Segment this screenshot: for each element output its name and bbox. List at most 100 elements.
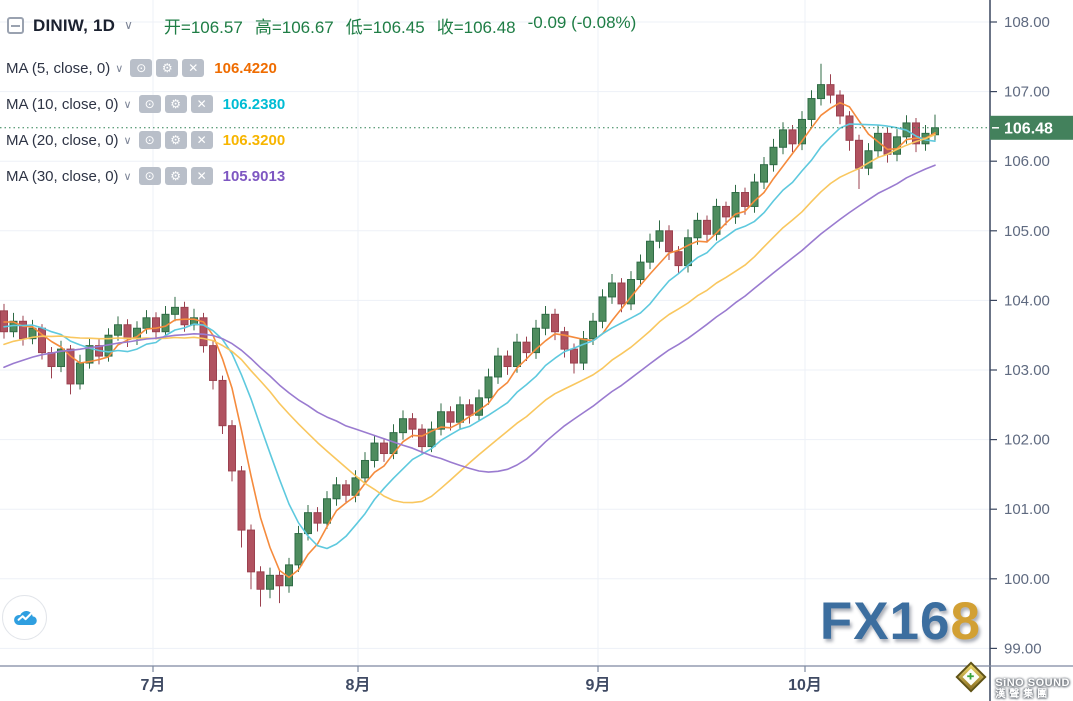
candle-down: [199, 317, 208, 347]
candle-down: [826, 84, 835, 96]
collapse-icon[interactable]: [7, 17, 24, 34]
candle-up: [171, 306, 179, 315]
month-tick-label: 10月: [788, 676, 822, 694]
candle-up: [161, 313, 170, 333]
chevron-down-icon[interactable]: ∨: [124, 17, 133, 32]
candle-up: [646, 240, 654, 263]
ma20-label[interactable]: MA (20, close, 0): [6, 131, 119, 149]
candle-up: [114, 324, 122, 336]
ma5-row: MA (5, close, 0) ∨ ⊙ ⚙ ✕ 106.4220: [6, 50, 285, 86]
candle-down: [218, 379, 227, 427]
candle-up: [579, 338, 588, 364]
ma30-value: 105.9013: [222, 167, 286, 185]
open-value: 开=106.57: [163, 18, 243, 37]
symbol-title[interactable]: DINIW, 1D: [33, 15, 116, 35]
price-tick-label: 106.00: [1004, 153, 1050, 170]
last-price-label: 106.48: [1004, 120, 1053, 137]
candle-down: [209, 345, 217, 381]
gear-icon[interactable]: ⚙: [164, 167, 187, 185]
gear-icon[interactable]: ⚙: [156, 59, 179, 77]
candle-down: [152, 317, 160, 333]
close-icon[interactable]: ✕: [182, 59, 205, 77]
ma20-value: 106.3200: [222, 131, 286, 149]
candle-up: [475, 397, 483, 416]
candle-down: [380, 442, 388, 455]
candle-down: [446, 411, 455, 423]
gear-icon[interactable]: ⚙: [164, 95, 187, 113]
candle-down: [551, 313, 559, 333]
candle-up: [541, 313, 550, 329]
eye-icon[interactable]: ⊙: [138, 131, 161, 149]
ma5-value: 106.4220: [214, 59, 277, 77]
candle-down: [47, 352, 56, 368]
candle-up: [798, 118, 806, 145]
candle-down: [883, 132, 892, 155]
fx168-watermark: FX168: [820, 595, 981, 648]
candle-up: [636, 261, 645, 281]
eye-icon[interactable]: ⊙: [130, 59, 153, 77]
price-tick-label: 108.00: [1004, 14, 1050, 31]
ma10-value: 106.2380: [222, 95, 286, 113]
chevron-down-icon[interactable]: ∨: [123, 134, 132, 147]
candle-up: [750, 181, 759, 207]
candle-down: [503, 355, 512, 368]
close-icon[interactable]: ✕: [190, 131, 213, 149]
candle-up: [693, 219, 702, 239]
candle-down: [788, 129, 797, 145]
time-axis-scale[interactable]: [0, 666, 990, 701]
eye-icon[interactable]: ⊙: [138, 95, 161, 113]
ma5-label[interactable]: MA (5, close, 0): [6, 59, 111, 77]
candle-up: [760, 164, 768, 183]
close-value: 收=106.48: [436, 18, 516, 37]
candle-down: [342, 484, 350, 496]
price-tick-label: 101.00: [1004, 501, 1050, 518]
candle-down: [180, 306, 189, 326]
candle-down: [237, 470, 246, 531]
candle-up: [361, 459, 369, 479]
close-icon[interactable]: ✕: [190, 95, 213, 113]
ma20-row: MA (20, close, 0) ∨ ⊙ ⚙ ✕ 106.3200: [6, 122, 285, 158]
candle-down: [741, 192, 749, 207]
chevron-down-icon[interactable]: ∨: [115, 62, 124, 75]
candle-down: [256, 571, 265, 590]
chart-style-button[interactable]: [2, 595, 47, 640]
candle-up: [332, 484, 341, 500]
candle-down: [19, 320, 27, 340]
fx168-blue-text: FX16: [819, 592, 951, 651]
candle-up: [370, 442, 379, 461]
candle-up: [598, 296, 607, 322]
candle-up: [437, 411, 445, 430]
ma30-line: [3, 164, 936, 473]
month-tick-label: 7月: [141, 676, 166, 694]
close-icon[interactable]: ✕: [190, 167, 213, 185]
ma5-line: [3, 101, 936, 579]
chevron-down-icon[interactable]: ∨: [123, 170, 132, 183]
candle-up: [484, 376, 493, 399]
candle-down: [855, 139, 863, 169]
candle-down: [560, 331, 569, 350]
price-axis-scale[interactable]: [990, 0, 1073, 666]
chevron-down-icon[interactable]: ∨: [123, 98, 132, 111]
candle-up: [807, 98, 816, 120]
low-value: 低=106.45: [345, 18, 425, 37]
ma30-label[interactable]: MA (30, close, 0): [6, 167, 119, 185]
price-tick-label: 103.00: [1004, 362, 1050, 379]
candle-up: [769, 146, 778, 166]
candle-up: [85, 345, 94, 364]
candle-up: [655, 230, 664, 242]
candle-up: [513, 341, 521, 368]
candle-down: [418, 428, 426, 448]
brand-line1: SiNO SOUND: [995, 676, 1070, 689]
candle-down: [123, 324, 132, 340]
candle-down: [465, 404, 474, 416]
eye-icon[interactable]: ⊙: [138, 167, 161, 185]
gear-icon[interactable]: ⚙: [164, 131, 187, 149]
candle-up: [731, 192, 740, 218]
last-price-badge: [990, 115, 1073, 140]
candle-up: [323, 498, 331, 524]
ma10-label[interactable]: MA (10, close, 0): [6, 95, 119, 113]
ma10-line: [3, 123, 936, 550]
candle-up: [28, 327, 37, 340]
